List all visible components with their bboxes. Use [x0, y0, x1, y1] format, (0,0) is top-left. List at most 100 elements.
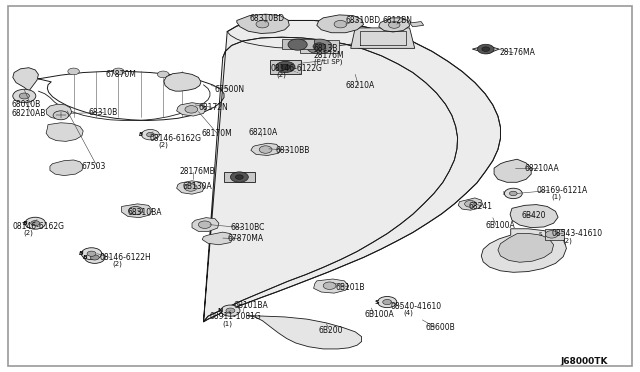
Text: 67500N: 67500N: [214, 85, 244, 94]
Text: B: B: [139, 132, 143, 137]
Circle shape: [184, 184, 197, 191]
Circle shape: [545, 231, 558, 238]
Text: 68310BC: 68310BC: [230, 223, 265, 232]
Circle shape: [504, 188, 522, 199]
Text: 68241: 68241: [468, 202, 493, 211]
Circle shape: [87, 251, 96, 256]
Polygon shape: [282, 39, 314, 49]
Text: 08540-41610: 08540-41610: [390, 302, 442, 311]
Polygon shape: [202, 232, 234, 245]
Text: (1): (1): [223, 320, 233, 327]
Text: 08146-6122G: 08146-6122G: [270, 64, 322, 73]
Text: B: B: [23, 221, 28, 226]
Circle shape: [113, 68, 124, 75]
Text: 28176MB: 28176MB: [179, 167, 215, 176]
Circle shape: [323, 282, 336, 289]
Polygon shape: [13, 68, 38, 91]
Text: J68000TK: J68000TK: [560, 357, 607, 366]
Polygon shape: [510, 205, 558, 228]
Circle shape: [84, 251, 105, 263]
Circle shape: [281, 64, 290, 70]
Text: 68210A: 68210A: [248, 128, 278, 137]
Polygon shape: [472, 45, 499, 54]
Circle shape: [147, 132, 154, 137]
Polygon shape: [545, 229, 564, 240]
Polygon shape: [192, 218, 219, 231]
Text: (1): (1): [552, 194, 562, 201]
Text: B: B: [83, 255, 88, 260]
Polygon shape: [50, 160, 83, 176]
Circle shape: [141, 129, 159, 140]
Text: (2): (2): [23, 230, 33, 237]
Text: 6B101BA: 6B101BA: [234, 301, 268, 310]
Polygon shape: [246, 315, 362, 349]
Text: 68210A: 68210A: [346, 81, 375, 90]
Circle shape: [256, 20, 269, 28]
Text: 68172N: 68172N: [198, 103, 228, 112]
Circle shape: [334, 20, 347, 28]
Polygon shape: [224, 172, 255, 182]
Text: 68170M: 68170M: [202, 129, 232, 138]
Text: B: B: [79, 251, 84, 256]
Circle shape: [307, 39, 332, 54]
Text: (2): (2): [276, 72, 286, 78]
Text: (2): (2): [562, 237, 572, 244]
Text: 6B200: 6B200: [319, 326, 343, 335]
Circle shape: [31, 221, 40, 226]
Text: 6812BN: 6812BN: [383, 16, 413, 25]
Polygon shape: [122, 204, 152, 218]
Circle shape: [276, 61, 295, 73]
Polygon shape: [498, 234, 554, 262]
Circle shape: [19, 93, 29, 99]
Circle shape: [157, 71, 169, 78]
Text: 68310BD: 68310BD: [250, 14, 285, 23]
Text: (2): (2): [158, 141, 168, 148]
Polygon shape: [481, 229, 566, 272]
Text: (2): (2): [112, 261, 122, 267]
Text: (4): (4): [403, 310, 413, 317]
Text: 67870MA: 67870MA: [227, 234, 263, 243]
Circle shape: [383, 299, 392, 305]
Circle shape: [90, 255, 99, 260]
Polygon shape: [410, 22, 424, 27]
Text: 67870M: 67870M: [106, 70, 136, 79]
Circle shape: [68, 68, 79, 75]
Polygon shape: [46, 123, 83, 141]
Text: 08169-6121A: 08169-6121A: [536, 186, 588, 195]
Text: 6B420: 6B420: [522, 211, 546, 219]
Circle shape: [129, 206, 143, 215]
Text: S: S: [374, 299, 380, 305]
Text: 08543-41610: 08543-41610: [552, 229, 603, 238]
Text: 68310B: 68310B: [88, 108, 118, 117]
Text: I: I: [503, 191, 504, 196]
Text: S: S: [539, 232, 543, 237]
Text: 08146-6122H: 08146-6122H: [99, 253, 151, 262]
Text: 68310BD: 68310BD: [346, 16, 381, 25]
Polygon shape: [379, 18, 410, 32]
Circle shape: [288, 39, 307, 50]
Polygon shape: [237, 14, 289, 33]
Circle shape: [482, 47, 490, 51]
Text: 6B100A: 6B100A: [365, 310, 394, 319]
Text: 08146-6162G: 08146-6162G: [149, 134, 201, 143]
Text: 6B130A: 6B130A: [182, 182, 212, 191]
Polygon shape: [204, 20, 500, 322]
Text: 6813B: 6813B: [314, 44, 338, 53]
Polygon shape: [46, 104, 72, 119]
Text: 68210AA: 68210AA: [525, 164, 559, 173]
Polygon shape: [458, 198, 483, 210]
Circle shape: [230, 172, 248, 182]
Text: 68310BA: 68310BA: [128, 208, 163, 217]
Text: N: N: [218, 308, 223, 313]
Circle shape: [388, 22, 400, 28]
Text: 28176MA: 28176MA: [499, 48, 535, 57]
Polygon shape: [251, 143, 280, 155]
Circle shape: [378, 296, 397, 308]
Circle shape: [221, 305, 240, 316]
Circle shape: [25, 217, 45, 229]
Text: 08911-1081G: 08911-1081G: [210, 312, 262, 321]
Text: 08146-6162G: 08146-6162G: [13, 222, 65, 231]
Circle shape: [236, 175, 243, 179]
Text: 6B600B: 6B600B: [426, 323, 455, 332]
Circle shape: [13, 89, 36, 103]
